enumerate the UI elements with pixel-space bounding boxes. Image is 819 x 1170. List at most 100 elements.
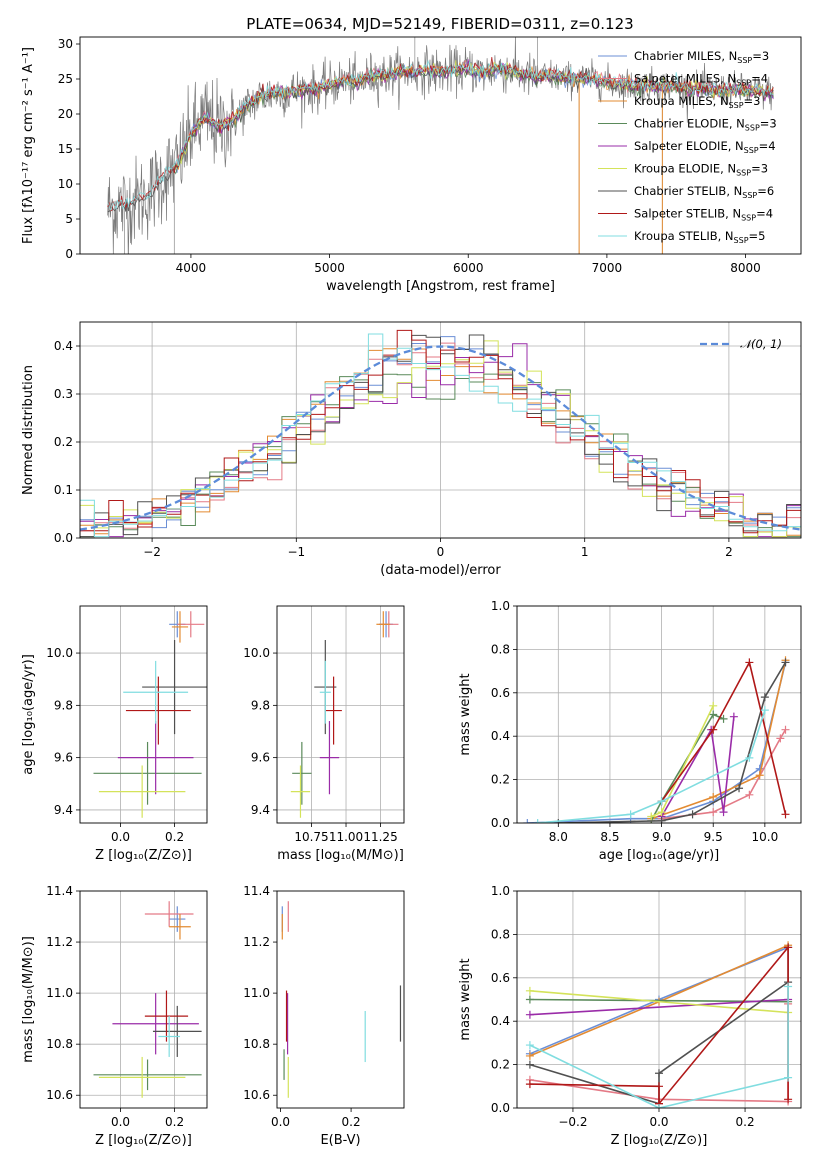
x-tick-label: 8000 — [730, 261, 761, 275]
y-tick-label: 0.2 — [54, 435, 73, 449]
x-tick-label: 9.0 — [652, 830, 671, 844]
y-tick-label: 0.0 — [491, 1101, 510, 1115]
data-point-errorbar — [98, 765, 186, 818]
weight-marker — [776, 734, 785, 743]
mass-vs-metallicity-panel: 0.0 0.2 10.6 10.8 11.0 11.2 11.4 Z [log₁₀(Z/Z⊙)… — [21, 884, 208, 1148]
plot-frame — [516, 890, 802, 1109]
weight-marker — [719, 714, 728, 723]
y-tick-label: 9.4 — [251, 803, 270, 817]
x-tick-label: 1 — [581, 545, 589, 559]
y-axis-label: mass weight — [458, 958, 473, 1040]
y-tick-label: 11.0 — [46, 986, 73, 1000]
weight-marker — [784, 1073, 793, 1082]
data-point-errorbar — [169, 906, 186, 932]
weight-series-line — [529, 998, 789, 1016]
y-tick-label: 9.6 — [251, 751, 270, 765]
weight-lines — [523, 656, 790, 823]
data-point-errorbar — [117, 721, 194, 795]
x-tick-label: 0.0 — [271, 1115, 290, 1129]
figure-title: PLATE=0634, MJD=52149, FIBERID=0311, z=0… — [246, 15, 633, 33]
y-tick-label: 9.8 — [54, 698, 73, 712]
y-tick-label: 1.0 — [491, 884, 510, 898]
y-tick-label: 10.8 — [243, 1037, 270, 1051]
data-point-errorbar — [169, 913, 191, 940]
data-point-errorbar — [152, 1005, 202, 1057]
x-axis-label: (data-model)/error — [380, 563, 501, 578]
y-tick-label: 11.2 — [46, 935, 73, 949]
y-tick-label: 0 — [65, 247, 73, 261]
data-point-errorbar — [319, 660, 331, 724]
legend-entry-label: Chabrier STELIB, NSSP=6 — [634, 184, 774, 200]
x-tick-label: 10.0 — [751, 830, 778, 844]
weight-series-line — [529, 990, 789, 1014]
y-tick-label: 10.6 — [46, 1088, 73, 1102]
data-point-errorbar — [292, 741, 312, 805]
y-axis-label: Flux [fλ10⁻¹⁷ erg cm⁻² s⁻¹ A⁻¹] — [21, 47, 36, 244]
weight-marker — [523, 819, 532, 823]
x-axis-label: age [log₁₀(age/yr)] — [599, 848, 720, 863]
y-tick-label: 10.6 — [243, 1088, 270, 1102]
y-tick-label: 10.0 — [243, 646, 270, 660]
y-tick-label: 25 — [58, 72, 73, 86]
age-vs-mass-panel: 10.75 11.00 11.25 9.4 9.6 9.8 10.0 mass [log₁₀(… — [243, 605, 405, 863]
weight-marker — [688, 810, 697, 819]
x-tick-label: 2 — [725, 545, 733, 559]
data-point-errorbar — [376, 611, 391, 638]
model-spectrum-line — [107, 59, 774, 212]
plot-frame — [276, 605, 405, 824]
x-tick-label: 8.0 — [549, 830, 568, 844]
x-axis-label: Z [log₁₀(Z/Z⊙)] — [611, 1133, 708, 1148]
y-tick-label: 11.0 — [243, 986, 270, 1000]
weight-marker — [709, 710, 718, 719]
weight-marker — [784, 1095, 793, 1104]
histogram-series — [80, 333, 801, 538]
y-tick-label: 10 — [58, 177, 73, 191]
data-point-errorbar — [319, 721, 340, 795]
plot-frame — [79, 605, 208, 824]
data-point-errorbar — [98, 1056, 186, 1098]
weight-series-line — [537, 709, 766, 823]
x-tick-label: 0.2 — [342, 1115, 361, 1129]
data-point-errorbar — [142, 639, 207, 735]
spectrum-panel: 4000 5000 6000 7000 8000 0 5 10 15 20 25 30 waveleng… — [21, 36, 802, 294]
weight-marker — [719, 808, 728, 817]
x-tick-label: 11.00 — [329, 830, 363, 844]
x-tick-label: 10.75 — [294, 830, 328, 844]
weight-series-line — [660, 716, 735, 817]
histogram-steps — [80, 329, 801, 538]
x-tick-label: 5000 — [314, 261, 345, 275]
data-point-errorbar — [325, 676, 342, 745]
y-tick-label: 9.4 — [54, 803, 73, 817]
y-tick-label: 9.6 — [54, 751, 73, 765]
y-tick-label: 0.8 — [491, 927, 510, 941]
weight-marker — [745, 658, 754, 667]
weight-marker — [657, 808, 666, 817]
x-axis-label: Z [log₁₀(Z/Z⊙)] — [95, 848, 192, 863]
data-point-errorbar — [93, 1059, 202, 1091]
legend-entry-label: Salpeter MILES, NSSP=4 — [634, 72, 768, 88]
model-spectrum-line — [107, 56, 774, 212]
y-tick-label: 11.2 — [243, 935, 270, 949]
data-point-errorbar — [171, 611, 189, 643]
x-tick-label: 0.2 — [736, 1115, 755, 1129]
residual-histogram-panel: −2 −1 0 1 2 0.0 0.1 0.2 0.3 0.4 (data-model)/error… — [21, 321, 802, 578]
y-tick-label: 0.1 — [54, 483, 73, 497]
legend-entry-label: Kroupa STELIB, NSSP=5 — [634, 229, 765, 245]
x-tick-label: 7000 — [592, 261, 623, 275]
normal-reference-curve — [80, 345, 801, 531]
x-tick-label: −0.2 — [558, 1115, 587, 1129]
data-point-errorbar — [93, 741, 202, 805]
y-tick-label: 0.4 — [491, 729, 510, 743]
y-axis-label: Normed distribution — [21, 365, 36, 495]
weight-marker — [755, 771, 764, 780]
x-tick-label: 4000 — [176, 261, 207, 275]
x-tick-label: 0.0 — [111, 1115, 130, 1129]
x-tick-label: 6000 — [453, 261, 484, 275]
weight-series-line — [527, 662, 787, 823]
x-tick-label: −1 — [287, 545, 305, 559]
weight-marker — [781, 725, 790, 734]
y-tick-label: 10.0 — [46, 646, 73, 660]
x-axis-label: mass [log₁₀(M/M⊙)] — [277, 848, 404, 863]
y-tick-label: 0.6 — [491, 686, 510, 700]
x-axis-label: Z [log₁₀(Z/Z⊙)] — [95, 1133, 192, 1148]
